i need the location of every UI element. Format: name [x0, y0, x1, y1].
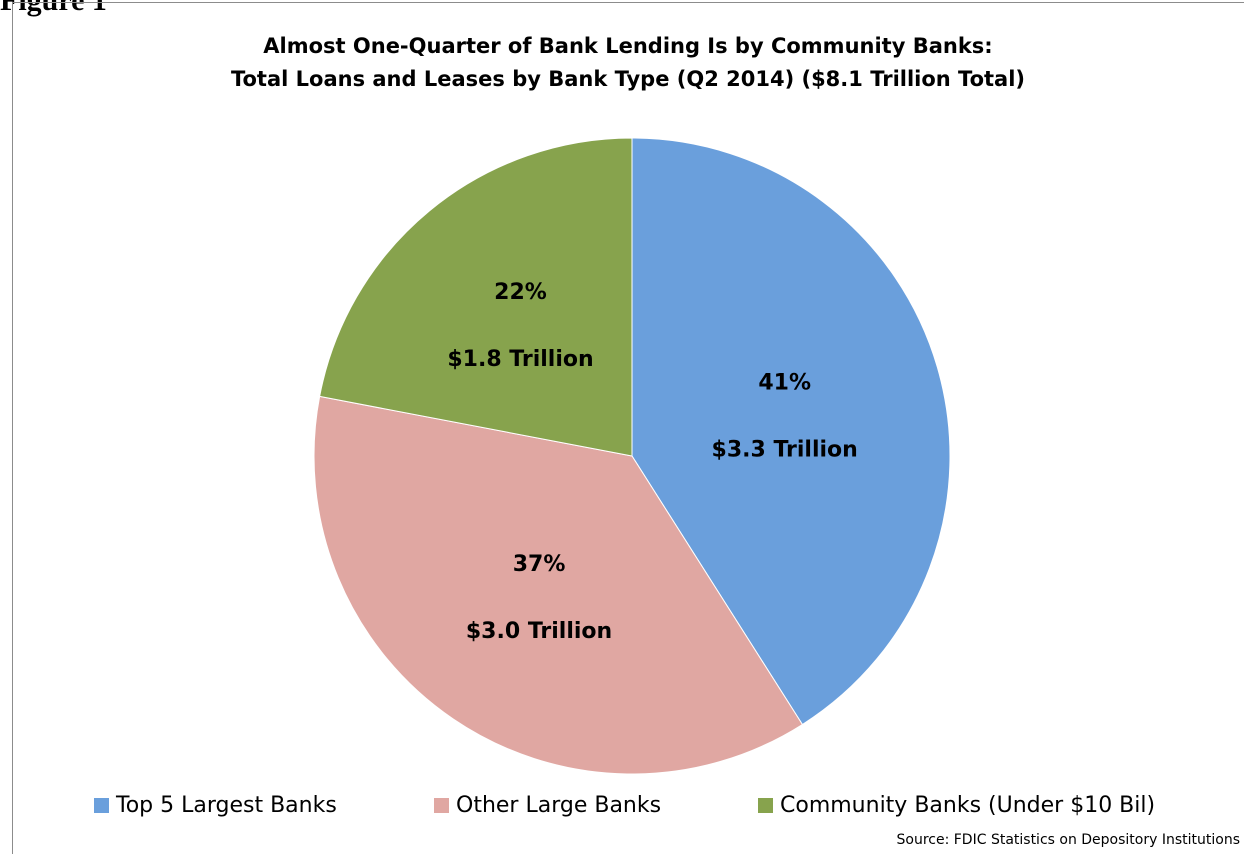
- legend-label-other-large: Other Large Banks: [456, 792, 662, 818]
- pie-slice-other-large: [313, 395, 804, 775]
- legend-item-top5: Top 5 Largest Banks: [94, 790, 337, 820]
- chart-frame: [12, 2, 1244, 854]
- slice-value-label-other-large: $3.0 Trillion: [466, 619, 612, 644]
- legend-swatch-other-large: [434, 797, 449, 813]
- slice-value-label-community: $1.8 Trillion: [447, 347, 593, 372]
- legend-item-community: Community Banks (Under $10 Bil): [758, 790, 1155, 820]
- slice-value-label-top5: $3.3 Trillion: [712, 438, 858, 463]
- slice-percent-label-community: 22%: [494, 280, 547, 305]
- pie-slice-top5: [631, 137, 951, 726]
- figure-label: Figure 1: [0, 0, 107, 17]
- slice-percent-label-other-large: 37%: [513, 552, 566, 577]
- legend-swatch-top5: [94, 797, 109, 813]
- pie-labels: 41% $3.3 Trillion 37% $3.0 Trillion 22% $1.8 …: [447, 280, 858, 644]
- source-note: Source: FDIC Statistics on Depository In…: [896, 832, 1241, 848]
- chart-title: Almost One-Quarter of Bank Lending Is by…: [263, 34, 993, 58]
- legend-label-community: Community Banks (Under $10 Bil): [780, 792, 1156, 818]
- legend-label-top5: Top 5 Largest Banks: [116, 792, 337, 818]
- chart-subtitle: Total Loans and Leases by Bank Type (Q2 …: [230, 67, 1026, 91]
- legend: Top 5 Largest Banks Other Large Banks Co…: [0, 790, 1244, 820]
- legend-item-other-large: Other Large Banks: [434, 790, 661, 820]
- slice-percent-label-top5: 41%: [758, 371, 811, 396]
- pie-slices: [313, 137, 951, 775]
- legend-swatch-community: [758, 797, 773, 813]
- pie-slice-community: [319, 137, 633, 457]
